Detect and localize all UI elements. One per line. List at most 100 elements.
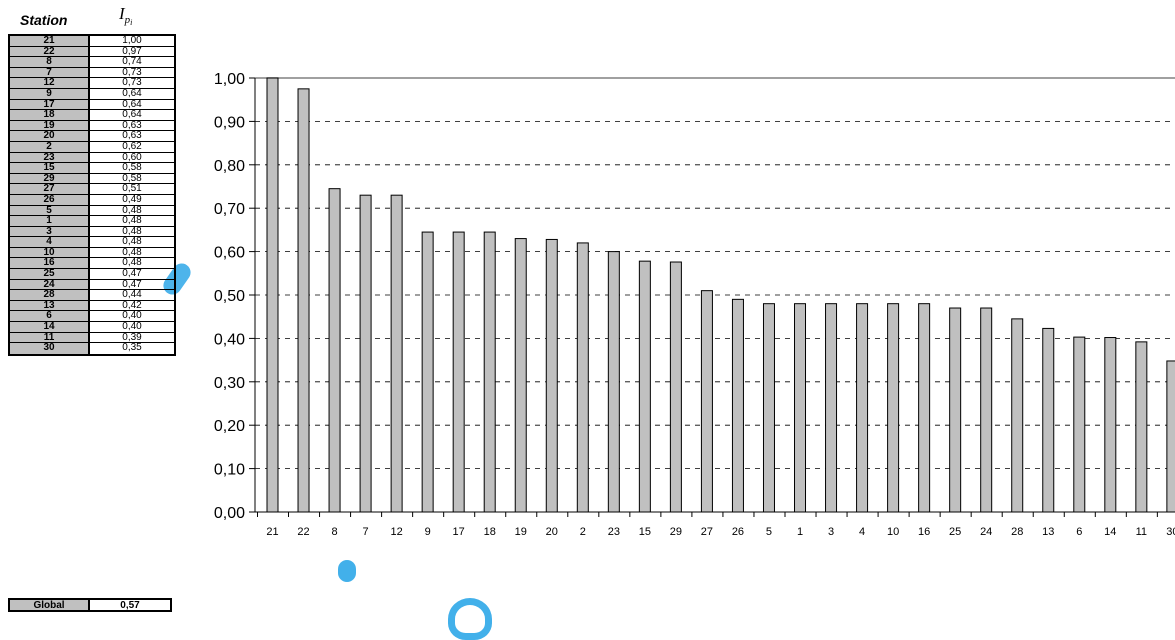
index-value-cell: 0,74 [122, 56, 142, 68]
station-cell: 3 [10, 226, 90, 237]
x-tick-label: 25 [949, 526, 961, 538]
station-cell: 4 [10, 237, 90, 247]
x-tick-label: 28 [1011, 526, 1023, 538]
station-cell: 5 [10, 205, 90, 216]
table-row: 22 0,97 [10, 45, 174, 58]
bar [762, 303, 775, 513]
index-value-cell: 0,62 [122, 140, 142, 152]
station-cell: 19 [10, 120, 90, 131]
table-row: 1 0,48 [10, 216, 174, 227]
table-row: 20 0,63 [10, 131, 174, 142]
index-column-header: Ipi [119, 4, 132, 27]
index-value-cell: 0,48 [122, 236, 142, 248]
x-tick-label: 29 [670, 526, 682, 538]
x-tick-label: 19 [515, 526, 527, 538]
station-cell: 14 [10, 322, 90, 332]
station-cell: 7 [10, 67, 90, 78]
bar [731, 298, 744, 513]
station-cell: 12 [10, 78, 90, 88]
index-value-cell: 0,58 [122, 162, 142, 174]
x-tick-label: 26 [732, 526, 744, 538]
station-cell: 24 [10, 279, 90, 290]
station-cell: 30 [10, 343, 90, 354]
bar [297, 88, 310, 513]
table-row: 7 0,73 [10, 67, 174, 79]
x-tick-label: 18 [484, 526, 496, 538]
bar [545, 238, 558, 513]
table-row: 15 0,58 [10, 163, 174, 174]
index-value-cell: 0,42 [122, 299, 142, 311]
table-row: 13 0,42 [10, 301, 174, 312]
x-tick-label: 22 [297, 526, 309, 538]
station-cell: 13 [10, 301, 90, 311]
watermark-fragment [338, 560, 356, 582]
index-value-cell: 0,48 [122, 204, 142, 216]
index-value-cell: 0,97 [122, 45, 142, 57]
station-cell: 2 [10, 142, 90, 152]
index-value-cell: 0,60 [122, 151, 142, 163]
station-cell: 17 [10, 99, 90, 110]
bar [980, 307, 993, 513]
station-cell: 6 [10, 311, 90, 322]
x-tick-label: 3 [828, 526, 834, 538]
table-row: 18 0,64 [10, 110, 174, 121]
table-row: 26 0,49 [10, 195, 174, 206]
global-label: Global [10, 600, 90, 611]
x-tick-label: 20 [546, 526, 558, 538]
watermark-fragment [448, 598, 492, 640]
table-row: 14 0,40 [10, 322, 174, 333]
x-tick-label: 4 [859, 526, 865, 538]
index-subsubscript: i [130, 18, 133, 27]
index-value-cell: 0,64 [122, 87, 142, 99]
table-row: 19 0,63 [10, 119, 174, 132]
bar [514, 238, 527, 513]
bar [918, 303, 931, 513]
y-tick-label: 0,70 [214, 201, 245, 218]
table-header: Station Ipi [8, 0, 180, 34]
x-tick-label: 16 [918, 526, 930, 538]
bar [887, 303, 900, 513]
index-value-cell: 0,63 [122, 119, 142, 131]
station-cell: 21 [10, 36, 90, 46]
station-cell: 29 [10, 173, 90, 184]
station-column-header: Station [20, 12, 68, 28]
bar [1042, 327, 1055, 513]
x-tick-label: 6 [1076, 526, 1082, 538]
index-value-cell: 0,63 [122, 130, 142, 142]
index-subscript: p [124, 14, 131, 26]
x-tick-label: 13 [1042, 526, 1054, 538]
table-row: 6 0,40 [10, 311, 174, 323]
table-row: 30 0,35 [10, 343, 174, 354]
y-tick-label: 0,30 [214, 375, 245, 392]
bar [390, 194, 403, 513]
table-row: 2 0,62 [10, 142, 174, 153]
bar [483, 231, 496, 513]
table-row: 24 0,47 [10, 279, 174, 291]
station-cell: 16 [10, 258, 90, 269]
table-row: 9 0,64 [10, 89, 174, 100]
bar [700, 290, 713, 513]
table-row: 12 0,73 [10, 78, 174, 89]
station-cell: 1 [10, 216, 90, 226]
station-cell: 23 [10, 152, 90, 163]
x-tick-label: 8 [331, 526, 337, 538]
index-symbol: I [119, 4, 125, 23]
station-cell: 22 [10, 46, 90, 57]
bar [266, 77, 279, 513]
station-table: 21 1,00 22 0,97 8 0,74 7 0,73 12 0,73 9 0,64 17 0,64 1… [8, 34, 176, 356]
station-cell: 27 [10, 184, 90, 194]
index-value-cell: 0,48 [122, 257, 142, 269]
index-value-cell: 0,47 [122, 268, 142, 280]
station-cell: 20 [10, 131, 90, 141]
station-cell: 26 [10, 195, 90, 205]
x-tick-label: 10 [887, 526, 899, 538]
x-tick-label: 7 [363, 526, 369, 538]
table-row: 27 0,51 [10, 184, 174, 195]
bar-chart: 0,00 0,10 0,20 0,30 0,40 0,50 0,60 0,70 0,80 0,90… [214, 71, 1175, 538]
x-tick-label: 12 [390, 526, 402, 538]
station-cell: 18 [10, 110, 90, 120]
bar [328, 188, 341, 513]
x-tick-label: 11 [1136, 526, 1147, 538]
x-tick-label: 27 [701, 526, 713, 538]
station-cell: 15 [10, 163, 90, 173]
